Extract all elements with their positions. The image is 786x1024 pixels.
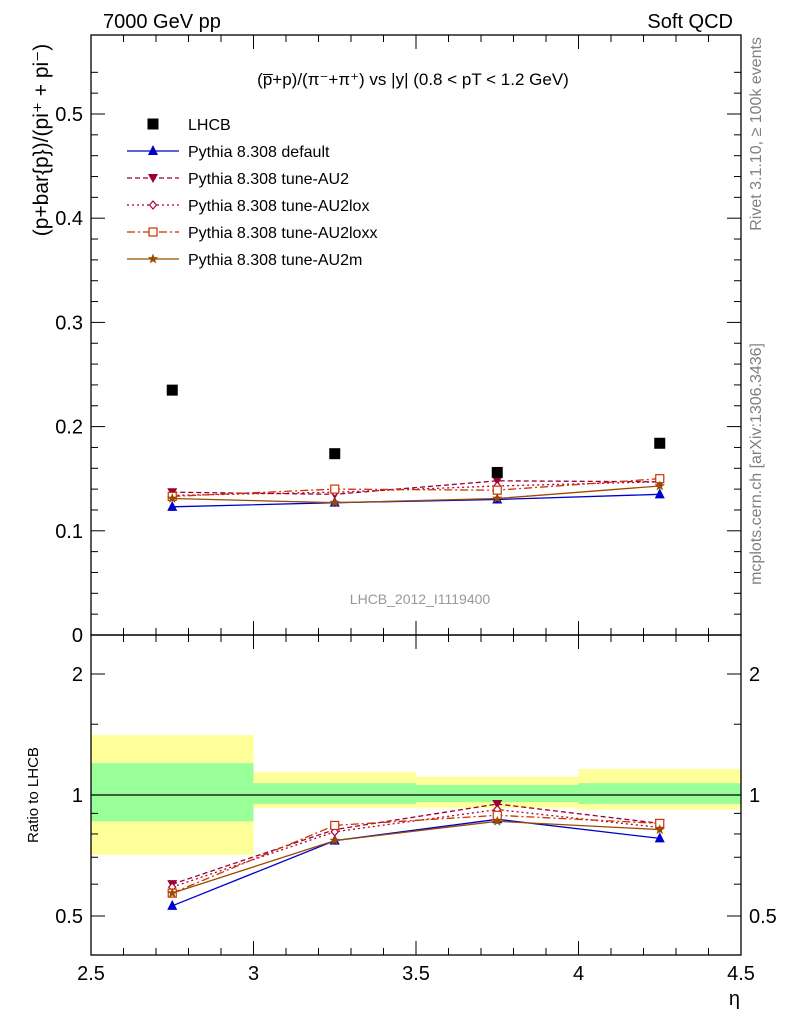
- ratio-y-tick-label-right: 2: [749, 664, 760, 686]
- ratio-uncertainty-bands: [91, 735, 741, 855]
- x-tick-label: 3.5: [402, 963, 430, 985]
- x-tick-label: 3: [248, 963, 259, 985]
- x-tick-label: 4: [573, 963, 584, 985]
- main-plot: [166, 384, 666, 511]
- header-right-label: Soft QCD: [647, 11, 733, 33]
- ratio-y-tick-label-right: 0.5: [749, 906, 777, 928]
- main-point-au2m: [654, 480, 665, 491]
- main-y-tick-label: 0.3: [55, 312, 83, 334]
- legend-label: Pythia 8.308 tune-AU2: [188, 171, 349, 188]
- ratio-series-line-au2loxx: [172, 814, 660, 894]
- main-point-default: [654, 488, 665, 499]
- main-point-au2loxx: [492, 485, 502, 495]
- ratio-point-au2: [492, 799, 503, 809]
- legend-marker-default: [148, 145, 158, 155]
- legend: LHCB Pythia 8.308 default Pythia 8.308 tun…: [127, 117, 377, 269]
- ratio-point-au2m: [492, 815, 503, 826]
- ratio-point-au2m: [167, 887, 178, 898]
- legend-label: Pythia 8.308 default: [188, 144, 330, 161]
- legend-marker-au2m: [147, 253, 159, 264]
- main-y-tick-label: 0.1: [55, 521, 83, 543]
- ratio-point-au2m: [329, 835, 340, 846]
- main-point-au2m: [492, 493, 503, 503]
- main-point-lhcb: [491, 466, 503, 478]
- ratio-y-tick-label-right: 1: [749, 785, 760, 807]
- ratio-point-default: [167, 899, 178, 910]
- ratio-band-inner: [416, 784, 579, 803]
- x-axis-label: η: [729, 988, 740, 1010]
- legend-label: Pythia 8.308 tune-AU2lox: [188, 198, 369, 215]
- main-series-line-au2loxx: [172, 478, 660, 498]
- ratio-y-axis-label: Ratio to LHCB: [25, 747, 42, 843]
- mcplots-reference-label: mcplots.cern.ch [arXiv:1306.3436]: [748, 343, 765, 585]
- main-y-tick-label: 0.4: [55, 208, 83, 230]
- ratio-y-tick-label-left: 0.5: [55, 906, 83, 928]
- legend-marker-lhcb: [147, 118, 159, 130]
- main-point-au2m: [167, 493, 178, 503]
- main-point-au2m: [329, 497, 340, 508]
- main-point-default: [167, 500, 178, 511]
- legend-label: Pythia 8.308 tune-AU2m: [188, 252, 362, 269]
- legend-marker-au2loxx: [148, 227, 158, 237]
- plot-frames: 0 0.1 0.2 0.3 0.4 0.5 2.5 3 3.5 4 4.5 0.5 0.5 1 1 2 2: [55, 34, 777, 985]
- main-series-line-au2m: [172, 485, 660, 504]
- legend-marker-au2: [148, 174, 158, 183]
- ratio-y-tick-label-left: 1: [72, 785, 83, 807]
- header-left-label: 7000 GeV pp: [103, 11, 221, 33]
- ratio-band-inner: [253, 783, 416, 804]
- ratio-plot: [167, 799, 665, 910]
- rivet-version-label: Rivet 3.1.10, ≥ 100k events: [748, 37, 765, 231]
- main-point-lhcb: [329, 448, 341, 460]
- ratio-series-line-au2m: [172, 820, 660, 894]
- ratio-point-default: [654, 832, 665, 843]
- x-tick-label: 2.5: [77, 963, 105, 985]
- ratio-band-inner: [578, 783, 741, 804]
- analysis-watermark: LHCB_2012_I1119400: [350, 591, 491, 607]
- ratio-series-line-au2: [172, 803, 660, 885]
- ratio-point-au2loxx: [330, 820, 340, 831]
- legend-marker-au2lox: [148, 200, 158, 210]
- main-point-lhcb: [654, 437, 666, 449]
- main-point-au2loxx: [330, 484, 340, 494]
- legend-label: Pythia 8.308 tune-AU2loxx: [188, 225, 377, 242]
- x-tick-label: 4.5: [727, 963, 755, 985]
- ratio-series-line-default: [172, 818, 660, 907]
- main-y-tick-label: 0: [72, 625, 83, 647]
- main-y-axis-label: (p+bar{p})/(pi⁺ + pi⁻): [30, 44, 53, 237]
- ratio-point-au2m: [654, 824, 665, 835]
- ratio-band-inner: [91, 763, 254, 822]
- main-point-lhcb: [166, 384, 178, 396]
- main-y-tick-label: 0.5: [55, 104, 83, 126]
- main-y-tick-label: 0.2: [55, 417, 83, 439]
- plot-title: (p̅+p)/(π⁻+π⁺) vs |y| (0.8 < pT < 1.2 Ge…: [257, 70, 569, 89]
- legend-label: LHCB: [188, 117, 231, 134]
- ratio-y-tick-label-left: 2: [72, 664, 83, 686]
